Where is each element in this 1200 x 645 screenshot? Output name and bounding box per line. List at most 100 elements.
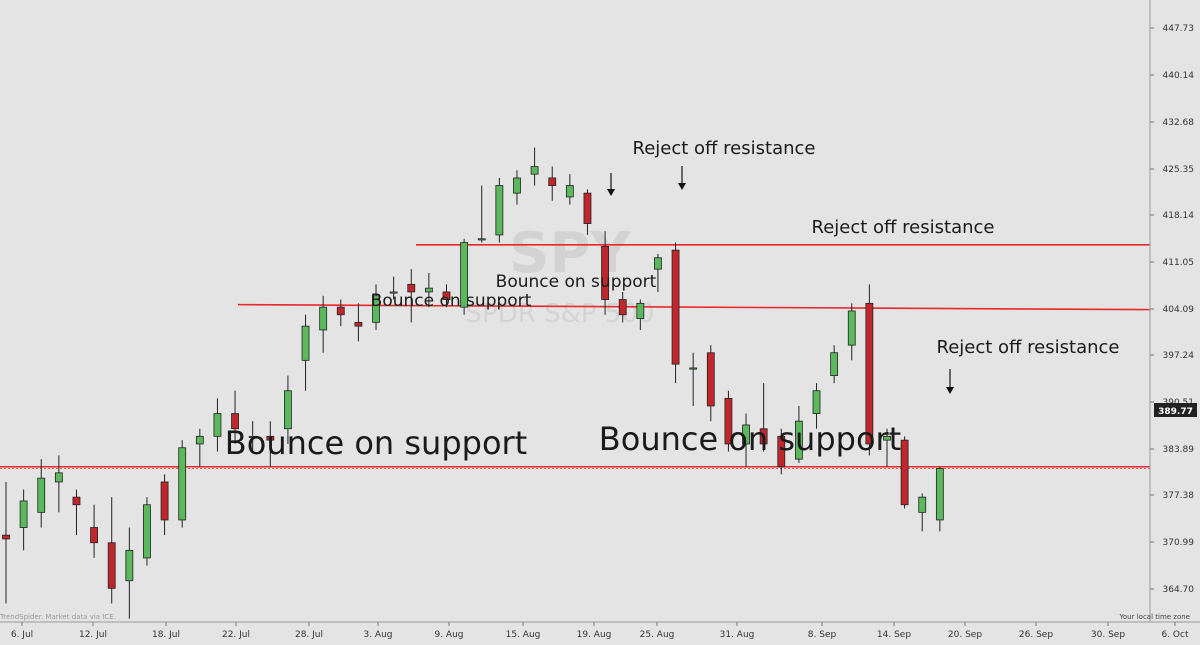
candle (54, 455, 63, 513)
candle-body (918, 496, 927, 513)
candle (935, 466, 944, 532)
price-tick-label: 425.35 (1163, 165, 1195, 175)
time-tick-label: 18. Jul (152, 630, 180, 640)
candle (742, 413, 750, 467)
candle (72, 489, 81, 536)
candle (107, 497, 116, 604)
candle-body (548, 177, 557, 186)
candle (654, 253, 662, 292)
candle-body (513, 177, 521, 194)
candle (830, 345, 839, 384)
candle-body (601, 245, 609, 300)
price-tick-label: 418.14 (1163, 211, 1195, 221)
candle-body (372, 295, 380, 323)
candle-body (248, 435, 257, 438)
time-tick-label: 12. Jul (79, 630, 107, 640)
candle-body (160, 481, 169, 521)
annotation-bounce-large-right: Bounce on support (599, 420, 901, 458)
annotation-reject-middle: Reject off resistance (812, 217, 995, 238)
candle (90, 504, 98, 558)
candle-body (706, 352, 715, 407)
candle (583, 189, 592, 235)
time-tick-label: 26. Sep (1019, 630, 1053, 640)
annotation-reject-top: Reject off resistance (633, 138, 816, 159)
price-tick-label: 370.99 (1163, 538, 1195, 548)
candle-body (477, 238, 486, 241)
candle-body (865, 302, 874, 445)
candle (284, 375, 292, 444)
time-tick-label: 25. Aug (640, 630, 675, 640)
candle (548, 166, 557, 201)
candle (565, 174, 574, 205)
last-price-label: 389.77 (1158, 407, 1193, 417)
time-tick-label: 14. Sep (877, 630, 911, 640)
annotations: Bounce on support Bounce on supportBounce… (225, 138, 1120, 462)
candle-body (795, 420, 803, 460)
candle (759, 383, 768, 452)
annotation-reject-right: Reject off resistance (937, 337, 1120, 358)
candle (706, 345, 715, 422)
candle-body (565, 185, 574, 198)
level-lines (0, 244, 1151, 469)
time-tick-label: 22. Jul (222, 630, 250, 640)
candle-body (301, 325, 310, 361)
candle (883, 428, 891, 467)
price-tick-label: 411.05 (1163, 258, 1195, 268)
candle (178, 440, 187, 528)
candle (195, 428, 204, 467)
arrow-head (678, 183, 686, 190)
time-tick-label: 31. Aug (720, 630, 755, 640)
candle (513, 170, 521, 205)
candle (918, 493, 927, 532)
candle-body (742, 424, 750, 445)
candle-body (284, 390, 292, 430)
candle (812, 383, 821, 429)
candle (795, 405, 803, 463)
last-price-tag (1154, 403, 1197, 417)
arrows (607, 166, 954, 394)
candles (2, 147, 944, 619)
candle-body (759, 428, 768, 445)
watermark-symbol: SPY (509, 221, 632, 286)
candle (865, 284, 874, 456)
candle-body (654, 257, 662, 270)
candle (407, 269, 416, 323)
candle-body (847, 310, 856, 346)
candle (900, 436, 909, 509)
timezone-label: Your local time zone (1119, 613, 1190, 621)
candle-body (935, 468, 944, 521)
candle (636, 299, 645, 330)
candle-body (178, 447, 187, 521)
candle-body (424, 287, 433, 293)
candle (618, 291, 627, 323)
candle-body (143, 504, 151, 559)
candle (19, 489, 28, 551)
candle (143, 497, 151, 566)
price-tick-label: 383.89 (1163, 445, 1195, 455)
annotation-bounce-small-left: Bounce on support (371, 291, 532, 311)
candle (442, 284, 451, 308)
candle (724, 390, 733, 452)
time-axis: 6. Jul 12. Jul 18. Jul 22. Jul 28. Jul 3. Aug… (11, 622, 1189, 640)
candle-body (812, 390, 821, 414)
candle (336, 299, 345, 327)
candle (301, 314, 310, 391)
candle (37, 459, 46, 528)
candle-body (777, 435, 786, 468)
time-tick-label: 6. Oct (1161, 630, 1188, 640)
candle-body (830, 352, 839, 376)
time-tick-label: 6. Jul (11, 630, 33, 640)
candle (460, 238, 469, 315)
candle-body (618, 299, 627, 316)
price-tick-label: 404.09 (1163, 305, 1195, 315)
candle (354, 303, 363, 342)
candle-body (407, 283, 416, 293)
time-tick-label: 28. Jul (295, 630, 323, 640)
candle-body (442, 291, 451, 300)
time-tick-label: 30. Sep (1091, 630, 1125, 640)
middle-level-line (237, 303, 1151, 311)
candle-body (213, 413, 222, 437)
candle (530, 147, 539, 186)
